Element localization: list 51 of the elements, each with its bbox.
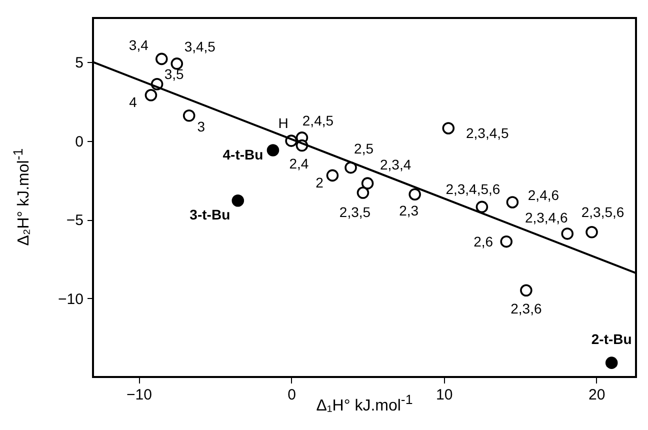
point	[170, 58, 184, 70]
point	[476, 200, 488, 214]
point	[144, 89, 158, 102]
point	[520, 284, 532, 297]
annotation: 3,5	[164, 66, 184, 82]
x-tick-label: −10	[126, 386, 152, 404]
annotation: 2,3,4,6	[524, 210, 568, 226]
point	[408, 188, 421, 200]
annotation: 3,4,5	[184, 38, 216, 55]
annotation: H	[278, 114, 288, 131]
point	[326, 169, 339, 182]
x-tick-label: 20	[588, 386, 606, 404]
point	[506, 196, 519, 208]
y-tick-label: 0	[75, 133, 84, 150]
point	[605, 356, 618, 369]
point	[155, 52, 168, 66]
point	[442, 122, 455, 134]
x-tick-label: 0	[288, 386, 296, 404]
annotation: 3-t-Bu	[190, 206, 230, 223]
point	[232, 194, 244, 207]
y-tick-label: −5	[66, 212, 84, 230]
annotation: 4	[129, 94, 138, 110]
point	[344, 161, 357, 174]
annotation: 4-t-Bu	[222, 146, 264, 162]
annotation: 2,3,5	[339, 204, 371, 220]
annotation: 2,3	[399, 202, 419, 218]
annotation: 2,4,5	[302, 112, 334, 129]
y-tick-label: 5	[75, 54, 84, 72]
annotation: 2,3,4,5	[466, 125, 510, 142]
annotation: 2,6	[474, 234, 494, 250]
annotation: 2,3,4,5,6	[446, 180, 500, 197]
point	[266, 144, 280, 156]
point	[356, 186, 370, 199]
point	[361, 177, 374, 190]
annotation: 2,4	[289, 156, 309, 172]
point	[586, 226, 598, 238]
annotation: 2,5	[354, 140, 374, 157]
x-tick-label: 10	[436, 386, 453, 404]
point	[561, 228, 574, 240]
y-tick-label: −10	[58, 290, 84, 308]
point	[182, 109, 196, 122]
point	[500, 235, 512, 248]
annotation: 2,3,5,6	[581, 204, 624, 220]
annotation: 2,4,6	[528, 187, 560, 204]
annotation: 2-t-Bu	[591, 330, 632, 347]
annotation: 2,3,6	[510, 300, 542, 316]
annotation: 3,4	[128, 36, 149, 53]
annotation: 2,3,4	[380, 156, 412, 172]
annotation: 3	[197, 118, 206, 135]
annotation: 2	[316, 174, 324, 190]
x-axis-title: Δ₁H° kJ.mol$^{-1}$	[316, 392, 413, 414]
